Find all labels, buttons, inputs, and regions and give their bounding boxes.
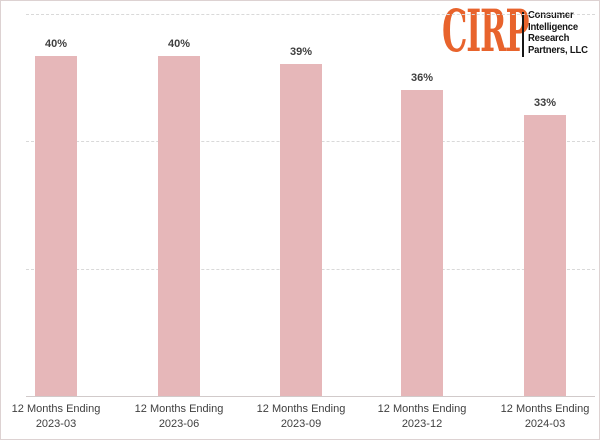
x-axis-label: 12 Months Ending 2023-03 — [1, 402, 121, 431]
x-axis-label: 12 Months Ending 2023-12 — [357, 402, 487, 431]
company-name: Consumer Intelligence Research Partners,… — [528, 10, 588, 56]
x-axis-label-line2: 2024-03 — [524, 417, 566, 430]
x-axis-label-line1: 12 Months Ending — [256, 403, 346, 415]
x-axis-label-line1: 12 Months Ending — [377, 403, 467, 415]
cirp-logo: CIRP Consumer Intelligence Research Part… — [442, 2, 599, 60]
bar-2023-06 — [158, 56, 200, 396]
company-line: Partners, LLC — [528, 44, 588, 56]
bar-2023-03 — [35, 56, 77, 396]
x-axis-label: 12 Months Ending 2023-09 — [236, 402, 366, 431]
cirp-brand-text: CIRP — [442, 0, 530, 65]
x-axis-label-line1: 12 Months Ending — [11, 403, 101, 415]
value-label: 40% — [44, 38, 68, 50]
value-label: 33% — [533, 97, 557, 109]
x-axis-label: 12 Months Ending 2024-03 — [480, 402, 599, 431]
bar-2023-12 — [401, 90, 443, 396]
x-axis-label-line2: 2023-09 — [280, 417, 322, 430]
x-axis-label-line2: 2023-03 — [35, 417, 77, 430]
logo-divider — [522, 12, 524, 57]
company-line: Research — [528, 33, 570, 45]
x-axis-label-line1: 12 Months Ending — [500, 403, 590, 415]
value-label: 40% — [167, 38, 191, 50]
x-axis-label-line2: 2023-12 — [401, 417, 443, 430]
x-axis-label-line1: 12 Months Ending — [134, 403, 224, 415]
value-label: 39% — [289, 46, 313, 58]
x-axis-line — [26, 396, 595, 397]
x-axis-label-line2: 2023-06 — [158, 417, 200, 430]
bar-2024-03 — [524, 115, 566, 396]
company-line: Intelligence — [528, 21, 578, 33]
company-line: Consumer — [528, 10, 574, 21]
x-axis-label: 12 Months Ending 2023-06 — [114, 402, 244, 431]
gridline-45pct — [26, 14, 595, 15]
bar-2023-09 — [280, 64, 322, 396]
value-label: 36% — [410, 72, 434, 84]
